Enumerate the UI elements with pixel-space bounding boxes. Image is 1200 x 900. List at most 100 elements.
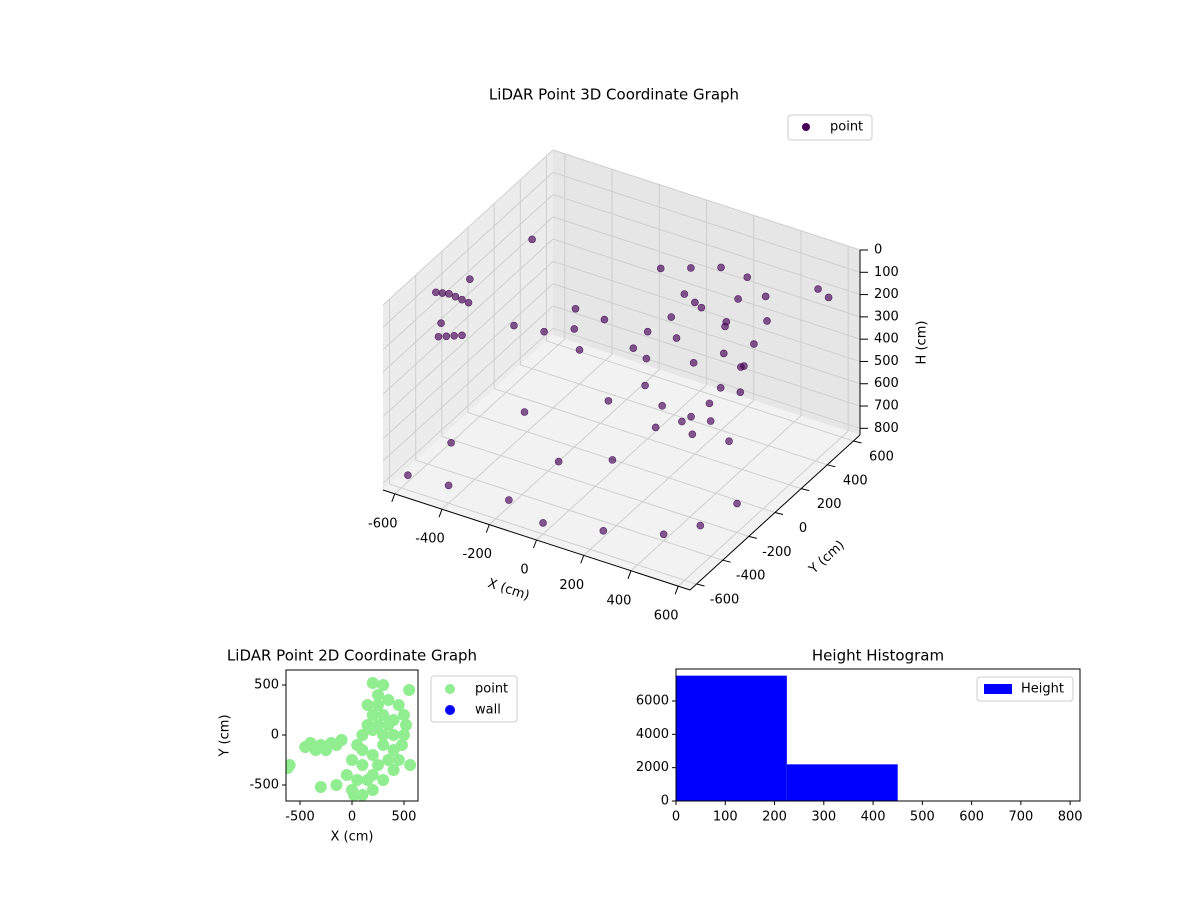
- legend-marker: [984, 684, 1012, 694]
- axis-line: [689, 434, 861, 591]
- point: [667, 313, 676, 321]
- point: [371, 699, 384, 711]
- point: [740, 362, 748, 370]
- point: [725, 437, 733, 446]
- grid-line: [382, 283, 554, 440]
- z-tick-label: 0: [874, 243, 882, 258]
- point: [330, 779, 343, 791]
- point: [575, 346, 584, 354]
- y-tick-label: 2000: [636, 760, 669, 775]
- point: [445, 289, 453, 298]
- point: [434, 332, 443, 341]
- point: [688, 430, 697, 439]
- grid-line: [441, 435, 750, 537]
- point: [356, 789, 369, 801]
- point: [643, 327, 652, 336]
- z-tick-label: 300: [874, 309, 899, 324]
- point: [659, 530, 668, 539]
- point: [340, 769, 353, 781]
- point: [705, 399, 714, 408]
- point: [458, 295, 466, 304]
- point: [447, 438, 455, 447]
- tick-mark: [485, 524, 490, 533]
- point: [539, 519, 547, 527]
- point: [400, 719, 413, 731]
- point: [351, 774, 364, 786]
- point: [330, 739, 343, 751]
- point: [371, 719, 384, 731]
- point: [641, 381, 649, 390]
- point: [696, 521, 705, 530]
- z-tick-label: 700: [874, 399, 899, 414]
- x-tick-label: -200: [463, 547, 493, 562]
- point: [687, 264, 695, 272]
- y-tick-label: -500: [249, 778, 279, 793]
- point: [528, 235, 536, 244]
- point: [763, 317, 771, 325]
- point: [706, 417, 715, 425]
- tick-mark: [674, 585, 679, 595]
- grid-line: [552, 149, 861, 251]
- x-tick-label: 0: [672, 810, 680, 825]
- x-tick-label: 500: [910, 810, 935, 825]
- x-tick-label: 500: [392, 810, 417, 825]
- tick-mark: [827, 464, 836, 468]
- x-tick-label: -600: [368, 516, 398, 531]
- legend-box: [787, 114, 873, 141]
- grid-line: [552, 216, 861, 318]
- point: [314, 781, 327, 793]
- axis-line: [382, 489, 691, 591]
- tick-mark: [774, 512, 784, 515]
- point: [382, 694, 395, 706]
- y-tick-label: -600: [710, 593, 740, 608]
- tick-mark: [696, 583, 705, 587]
- chart-title: LiDAR Point 3D Coordinate Graph: [489, 86, 739, 104]
- tick-mark: [533, 539, 537, 549]
- point: [691, 298, 699, 307]
- point: [377, 679, 390, 691]
- z-tick-label: 500: [874, 354, 899, 369]
- tick-mark: [438, 509, 443, 518]
- point: [733, 499, 741, 508]
- point: [658, 402, 666, 410]
- chart-title: LiDAR Point 2D Coordinate Graph: [227, 647, 477, 665]
- x-tick-label: 600: [654, 609, 679, 624]
- point: [750, 340, 758, 348]
- x-tick-label: 200: [762, 810, 787, 825]
- bar: [676, 675, 787, 801]
- x-tick-label: 700: [1008, 810, 1033, 825]
- point: [466, 275, 474, 283]
- point: [687, 412, 695, 421]
- point: [505, 496, 513, 504]
- point: [600, 315, 609, 324]
- y-tick-label: 0: [661, 794, 669, 809]
- y-tick-label: 600: [869, 449, 894, 464]
- point: [366, 709, 379, 721]
- point: [299, 741, 312, 753]
- point: [458, 331, 466, 340]
- x-tick-label: 100: [713, 810, 738, 825]
- legend-marker: [445, 705, 455, 715]
- point: [571, 304, 580, 313]
- x-tick-label: 400: [861, 810, 886, 825]
- legend-box: [430, 675, 518, 723]
- legend-label: Height: [1021, 682, 1064, 697]
- grid-line: [382, 238, 554, 395]
- grid-line: [382, 305, 554, 462]
- point: [397, 709, 410, 721]
- point: [719, 349, 728, 358]
- x-tick-label: 200: [559, 578, 584, 593]
- grid-line: [389, 483, 697, 585]
- legend-marker: [802, 123, 810, 131]
- point: [371, 689, 384, 701]
- x-tick-label: 300: [811, 810, 836, 825]
- tick-mark: [748, 535, 757, 539]
- point: [286, 762, 294, 774]
- point: [438, 289, 447, 297]
- tick-mark: [801, 488, 810, 492]
- point: [356, 744, 369, 756]
- y-tick-label: -400: [736, 569, 766, 584]
- point: [743, 273, 752, 282]
- point: [320, 744, 333, 756]
